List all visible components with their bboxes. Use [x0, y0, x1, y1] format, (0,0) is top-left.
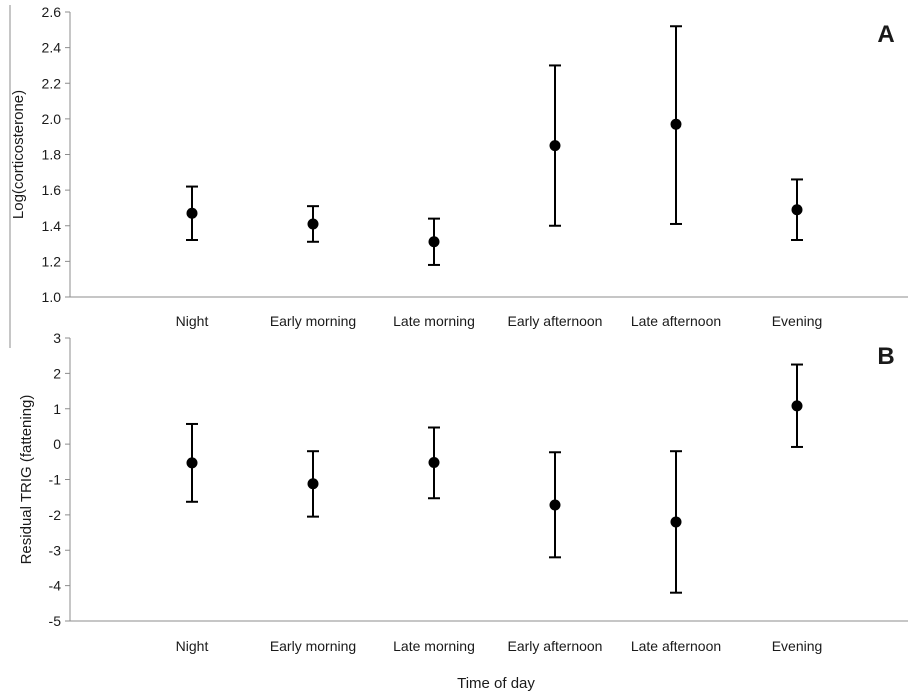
data-point	[186, 207, 198, 219]
y-tick-label: -4	[49, 578, 62, 594]
y-tick-label: 2.4	[42, 40, 62, 56]
data-point	[307, 218, 319, 230]
x-category-label: Early morning	[270, 313, 356, 329]
data-point	[428, 236, 440, 248]
x-category-label: Early morning	[270, 638, 356, 654]
data-point	[428, 457, 440, 469]
y-tick-label: -3	[49, 542, 62, 558]
x-category-label: Early afternoon	[508, 638, 603, 654]
y-tick-label: 1.2	[42, 253, 62, 269]
data-point	[549, 140, 561, 152]
y-tick-label: 3	[53, 330, 61, 346]
y-axis-title: Log(corticosterone)	[10, 90, 27, 219]
y-tick-label: 1.8	[42, 147, 62, 163]
y-tick-label: 2	[53, 365, 61, 381]
x-category-label: Night	[176, 313, 209, 329]
y-tick-label: 0	[53, 436, 61, 452]
data-point	[670, 118, 682, 130]
panel-b: -5 -4 -3 -2 -1 0 1 2 3 Night Early morning Late mor…	[18, 330, 908, 692]
y-tick-label: 2.0	[42, 111, 62, 127]
y-tick-label: 2.2	[42, 75, 62, 91]
x-category-label: Evening	[772, 638, 823, 654]
y-tick-label: -1	[49, 472, 62, 488]
x-category-label: Early afternoon	[508, 313, 603, 329]
x-category-label: Late afternoon	[631, 313, 721, 329]
panel-letter: B	[877, 343, 894, 370]
data-point	[307, 478, 319, 490]
y-tick-label: 2.6	[42, 4, 62, 20]
data-point	[549, 499, 561, 511]
data-point	[791, 400, 803, 412]
panel-a: 1.0 1.2 1.4 1.6 1.8 2.0 2.2 2.4 2.6 Night Early mo…	[9, 4, 908, 348]
y-tick-label: 1	[53, 401, 61, 417]
y-tick-label: 1.0	[42, 289, 62, 305]
data-point	[186, 457, 198, 469]
data-point	[791, 204, 803, 216]
x-category-label: Night	[176, 638, 209, 654]
y-axis-title: Residual TRIG (fattening)	[18, 395, 35, 565]
y-tick-label: -5	[49, 613, 62, 629]
x-category-label: Late morning	[393, 313, 475, 329]
data-point	[670, 516, 682, 528]
y-tick-label: 1.4	[42, 218, 62, 234]
x-category-label: Late afternoon	[631, 638, 721, 654]
panel-letter: A	[877, 21, 894, 48]
y-tick-label: -2	[49, 507, 62, 523]
y-tick-label: 1.6	[42, 182, 62, 198]
x-axis-title: Time of day	[457, 675, 535, 692]
x-category-label: Evening	[772, 313, 823, 329]
x-category-label: Late morning	[393, 638, 475, 654]
